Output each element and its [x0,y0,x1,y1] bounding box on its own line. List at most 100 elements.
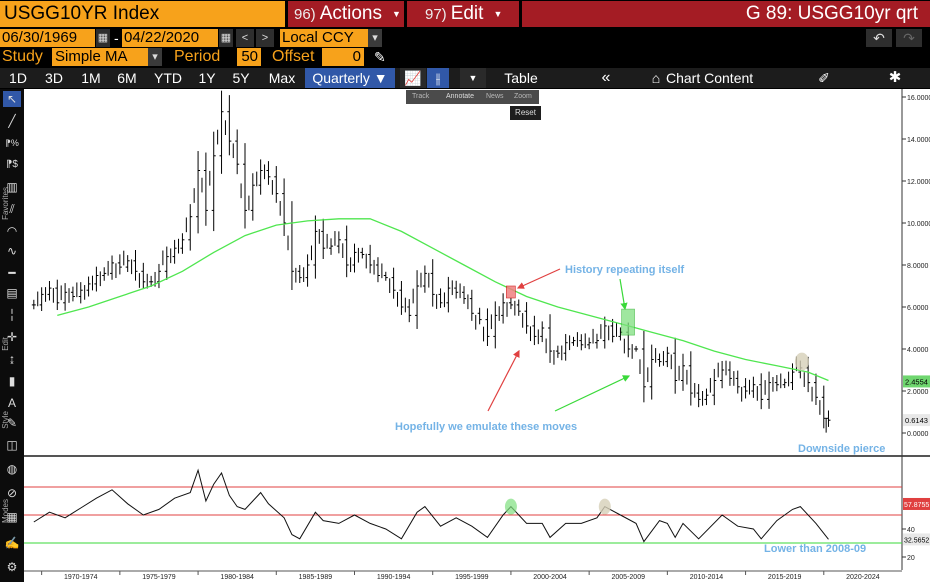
pencil-icon[interactable]: ✎ [374,49,386,65]
zoom-button[interactable]: Zoom [514,93,532,100]
favorites-label: Favorites [1,187,10,220]
range-1m[interactable]: 1M [81,70,101,86]
range-6m[interactable]: 6M [117,70,137,86]
x-tick-label: 2010-2014 [690,574,724,581]
y-tick-label: 6.0000 [907,305,929,312]
calendar-icon[interactable]: ▦ [219,29,233,47]
study-bar: Study Simple MA ▾ Period 50 Offset 0 ✎ [0,48,930,66]
x-tick-label: 1995-1999 [455,574,489,581]
highlight-box-2000 [506,285,516,299]
next-arrow-icon[interactable]: > [256,29,274,47]
mode-bars-icon[interactable]: ▦ [6,510,18,524]
hline-tool-icon[interactable]: ━ [8,266,16,280]
undo-icon[interactable]: ↶ [866,29,892,47]
range-ytd[interactable]: YTD [154,70,182,86]
chart-content-icon[interactable]: ⌂ [651,70,661,86]
last-value-box [903,375,930,388]
magnet-tool-icon[interactable]: ◍ [6,462,18,476]
x-tick-label: 2015-2019 [768,574,802,581]
edit-chart-icon[interactable]: ✐ [818,70,830,86]
link-tool-icon[interactable]: ⊘ [6,486,18,500]
channel-tool-icon[interactable]: ⫽ [9,202,15,216]
chart-type-dropdown-icon[interactable]: ▼ [460,68,486,88]
news-button[interactable]: News [486,93,504,100]
highlight-circle-2018 [794,352,809,371]
frequency-select[interactable]: Quarterly ▼ [305,68,395,88]
table-button[interactable]: Table [504,70,538,86]
collapse-icon[interactable]: « [601,69,611,86]
range-5y[interactable]: 5Y [232,70,250,86]
calendar-icon[interactable]: ▦ [96,29,110,47]
redo-icon[interactable]: ↷ [896,29,922,47]
x-tick-label: 1980-1984 [220,574,254,581]
brush-tool-icon[interactable]: ✎ [6,416,18,430]
ticker-field[interactable]: USGG10YR Index [0,1,285,27]
percent-tool-icon[interactable]: ⁋% [5,138,19,148]
split-tool-icon[interactable]: ◫ [6,438,18,452]
actions-label: Actions [319,3,382,25]
actions-number: 96) [294,6,316,24]
chart-content-button[interactable]: Chart Content [666,70,754,86]
bar-chart-icon[interactable]: ⫲ [427,68,449,88]
caret-down-icon: ▼ [493,9,503,19]
arrow-red-emulate [487,349,520,412]
edit-section-label: Edit [1,337,10,351]
arrow-green-history [619,278,628,311]
dollar-tool-icon[interactable]: ⁋$ [6,159,18,170]
mode-edit-icon[interactable]: ✍ [4,536,20,550]
last-value-box [903,414,930,427]
currency-select[interactable]: Local CCY [280,29,368,47]
vline-tool-icon[interactable]: ╎ [8,308,16,322]
stack-tool-icon[interactable]: ▤ [6,286,18,300]
start-date-field[interactable]: 06/30/1969 [0,29,95,47]
oscillator-line [33,468,829,543]
chevron-down-icon[interactable]: ▾ [368,29,382,47]
line-tool-icon[interactable]: ╱ [8,114,16,128]
x-tick-label: 1970-1974 [64,574,98,581]
arc-tool-icon[interactable]: ◠ [6,224,18,238]
y-tick-label: 14.0000 [907,137,930,144]
range-1y[interactable]: 1Y [198,70,216,86]
period-input[interactable]: 50 [237,48,261,66]
range-1d[interactable]: 1D [9,70,27,86]
y-tick-label: 10.0000 [907,221,930,228]
mode-settings-icon[interactable]: ⚙ [6,560,18,574]
actions-button[interactable]: 96) Actions ▼ [288,1,404,27]
annotate-button[interactable]: Annotate [446,93,475,100]
chart-toolbar: 1D 3D 1M 6M YTD 1Y 5Y Max Quarterly ▼ 📈 … [0,68,930,88]
cross-tool-icon[interactable]: ✛ [6,330,18,344]
wave-tool-icon[interactable]: ∿ [6,244,18,258]
reset-button[interactable]: Reset [510,106,541,120]
oscillator-last-value-box [903,497,930,510]
fib-tool-icon[interactable]: ▥ [6,180,18,194]
chart-area[interactable]: 0.0000 2.0000 4.0000 6.0000 8.0000 10.0000 12.… [24,89,930,582]
text-tool-icon[interactable]: A [7,396,16,410]
range-max[interactable]: Max [268,70,296,86]
last-value-label: 0.6143 [905,416,928,425]
period-label: Period [174,48,221,65]
y-tick-label: 8.0000 [907,263,929,270]
date-separator: - [114,30,119,46]
settings-gear-icon[interactable]: ✱ [888,69,902,86]
edit-button[interactable]: 97) Edit ▼ [407,1,519,27]
chevron-down-icon[interactable]: ▾ [148,48,162,66]
frequency-label: Quarterly [312,70,370,86]
prev-arrow-icon[interactable]: < [236,29,254,47]
delete-tool-icon[interactable]: ▮ [8,374,16,388]
y-tick-label: 2.0000 [907,389,929,396]
caret-down-icon: ▼ [373,70,388,86]
end-date-field[interactable]: 04/22/2020 [122,29,218,47]
arrows-tool-icon[interactable]: ↨ [9,352,15,366]
drawing-tools: ↖ ╱ ⁋% ⁋$ ▥ ⫽ ◠ ∿ ━ ▤ ╎ ✛ ↨ ▮ A ✎ ◫ ◍ ⊘ … [0,89,24,582]
y-tick-label: 4.0000 [907,347,929,354]
x-tick-label: 2005-2009 [612,574,646,581]
study-label: Study [2,48,43,65]
line-chart-icon[interactable]: 📈 [400,68,426,88]
y-tick-label: 0.0000 [907,431,929,438]
price-chart: 0.0000 2.0000 4.0000 6.0000 8.0000 10.0000 12.… [24,89,930,582]
range-3d[interactable]: 3D [45,70,63,86]
track-button[interactable]: Track [412,93,430,100]
offset-input[interactable]: 0 [322,48,364,66]
cursor-icon[interactable]: ↖ [3,91,21,107]
study-type-select[interactable]: Simple MA [52,48,148,66]
